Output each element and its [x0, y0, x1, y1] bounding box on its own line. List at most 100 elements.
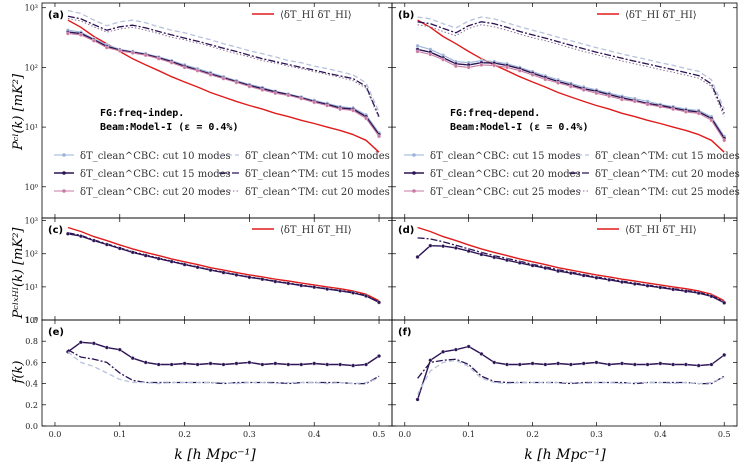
- point-e-cbc-9: [182, 361, 187, 366]
- point-b-cbc25-8: [517, 68, 522, 73]
- point-c-cbc-2: [91, 238, 96, 243]
- point-c-cbc-9: [182, 262, 187, 267]
- legend-marker-a-1: [62, 171, 66, 175]
- series-b-tm20: [417, 21, 725, 114]
- point-b-cbc25-6: [492, 63, 497, 68]
- ref-legend-text-c: ⟨δT_HI δT_HI⟩: [280, 225, 352, 236]
- point-d-cbc-0: [415, 255, 420, 259]
- point-f-cbc-8: [517, 362, 522, 367]
- point-c-cbc-4: [117, 246, 122, 251]
- point-d-cbc-10: [543, 266, 548, 271]
- xtick-label-f-2: 0.2: [526, 430, 539, 439]
- point-e-cbc-22: [351, 363, 356, 368]
- ytick-label-c-0: 10⁰: [25, 316, 38, 325]
- xtick-label-e-0: 0.0: [49, 430, 62, 439]
- panel-tag-f: (f): [398, 327, 412, 338]
- point-b-cbc25-1: [428, 52, 433, 57]
- point-c-cbc-13: [234, 272, 239, 277]
- legend-text-b-4: δT_clean^TM: cut 20 modes: [595, 169, 740, 180]
- series-c-cbc: [67, 233, 380, 304]
- point-c-cbc-1: [78, 234, 83, 239]
- point-e-cbc-13: [234, 361, 239, 366]
- legend-marker-b-0: [412, 153, 416, 157]
- point-d-cbc-6: [492, 255, 497, 260]
- panel-tag-e: (e): [48, 327, 64, 338]
- point-e-cbc-12: [221, 362, 226, 367]
- point-b-cbc25-16: [620, 97, 624, 102]
- point-b-cbc25-20: [671, 107, 676, 112]
- point-f-cbc-15: [607, 362, 612, 367]
- point-a-cbc20-22: [351, 108, 356, 113]
- point-d-cbc-18: [645, 283, 650, 288]
- ylabel-top: Pᶜˡ(k) [mK²]: [11, 73, 26, 151]
- panel-e: 0.0 0.1 0.2 0.3 0.4 0.5 0.0 0.2 0.4 0.6 0.8 1.0 (e): [25, 316, 393, 439]
- point-a-cbc20-12: [221, 76, 226, 81]
- point-d-cbc-11: [556, 269, 561, 274]
- point-a-cbc20-3: [104, 45, 109, 50]
- point-f-cbc-3: [453, 347, 458, 352]
- ytick-label-a-3: 10³: [25, 4, 38, 13]
- panel-frame-e: [41, 319, 393, 427]
- point-d-cbc-17: [632, 281, 637, 286]
- legend-marker-a-0: [62, 153, 66, 157]
- point-b-cbc25-4: [466, 65, 471, 70]
- point-b-cbc25-3: [453, 64, 458, 69]
- point-a-cbc20-24: [377, 134, 381, 139]
- point-e-cbc-20: [325, 362, 330, 367]
- point-a-cbc20-5: [130, 50, 135, 55]
- series-group-c: [65, 226, 381, 305]
- point-f-cbc-22: [696, 363, 701, 368]
- point-f-cbc-13: [581, 361, 586, 366]
- legend-marker-b-2: [412, 189, 416, 193]
- xtick-label-e-4: 0.4: [308, 430, 321, 439]
- point-d-cbc-15: [607, 277, 612, 282]
- point-f-cbc-4: [466, 344, 471, 349]
- point-a-cbc20-1: [78, 32, 83, 37]
- point-f-cbc-24: [722, 353, 727, 357]
- panel-d: (d) ⟨δT_HI δT_HI⟩: [391, 217, 738, 321]
- point-d-cbc-16: [620, 280, 624, 284]
- xlabel-left: k [h Mpc⁻¹]: [174, 447, 256, 463]
- fg-annotation-1-b: FG:freq-depend.: [450, 108, 540, 119]
- point-d-cbc-21: [683, 289, 688, 294]
- point-e-cbc-11: [208, 361, 213, 366]
- ytick-label-e-0: 0.0: [25, 422, 38, 431]
- series-a-tm20: [67, 18, 380, 119]
- point-e-cbc-19: [312, 361, 317, 366]
- point-a-cbc20-11: [208, 72, 213, 77]
- legend-text-a-0: δT_clean^CBC: cut 10 modes: [80, 151, 231, 162]
- point-a-cbc20-16: [273, 91, 278, 96]
- point-f-cbc-2: [441, 349, 446, 354]
- panel-c: 10⁰ 10¹ 10² 10³ (c) ⟨δT_HI δT_HI⟩: [25, 217, 393, 325]
- point-b-cbc25-19: [658, 104, 663, 109]
- point-d-cbc-14: [594, 275, 599, 280]
- panel-tag-a: (a): [48, 10, 64, 21]
- legend-marker-a-2: [62, 189, 66, 193]
- point-e-cbc-18: [299, 362, 304, 367]
- point-c-cbc-21: [338, 288, 343, 293]
- point-b-cbc25-9: [530, 72, 535, 77]
- ylabel-bottom: f(k): [11, 361, 26, 385]
- series-e-tm: [67, 349, 380, 385]
- point-a-cbc20-17: [286, 93, 291, 98]
- point-f-cbc-12: [568, 362, 573, 367]
- point-e-cbc-23: [364, 362, 369, 367]
- point-d-cbc-9: [530, 263, 535, 268]
- point-d-cbc-19: [658, 285, 663, 290]
- xtick-label-e-1: 0.1: [113, 430, 126, 439]
- point-f-cbc-7: [505, 362, 509, 367]
- panel-frame-f: [391, 319, 738, 427]
- legend-text-b-2: δT_clean^CBC: cut 25 modes: [430, 187, 581, 198]
- fg-annotation-2-b: Beam:Model-I (ε = 0.4%): [450, 122, 588, 133]
- point-a-cbc20-23: [364, 116, 369, 121]
- point-e-cbc-8: [169, 362, 174, 367]
- point-e-cbc-21: [338, 362, 343, 367]
- series-e-tm_light: [67, 351, 380, 385]
- panel-tag-b: (b): [398, 10, 414, 21]
- legend-text-b-3: δT_clean^TM: cut 15 modes: [595, 151, 740, 162]
- series-a-tm10: [67, 9, 380, 113]
- point-a-cbc20-19: [312, 100, 317, 105]
- xlabel-right: k [h Mpc⁻¹]: [524, 447, 606, 463]
- point-e-cbc-14: [247, 360, 252, 365]
- fg-annotation-1-a: FG:freq-indep.: [100, 107, 184, 119]
